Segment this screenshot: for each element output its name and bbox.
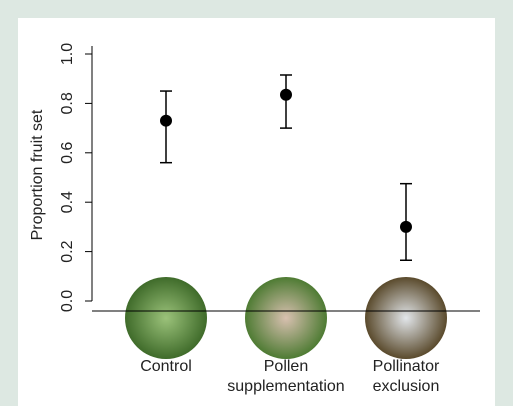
y-tick-label: 0.4 bbox=[59, 191, 76, 213]
point bbox=[280, 89, 292, 101]
y-axis-label: Proportion fruit set bbox=[29, 109, 46, 240]
photo bbox=[245, 277, 327, 359]
y-tick-label: 0.6 bbox=[59, 142, 76, 164]
y-tick-label: 0.0 bbox=[59, 290, 76, 312]
x-tick-label: Pollen supplementation bbox=[226, 357, 346, 397]
photo bbox=[365, 277, 447, 359]
x-tick-label: Pollinator exclusion bbox=[346, 357, 466, 397]
y-tick-label: 1.0 bbox=[59, 43, 76, 65]
point bbox=[160, 115, 172, 127]
page: Proportion fruit set 0.00.20.40.60.81.0 … bbox=[0, 0, 513, 406]
point bbox=[400, 221, 412, 233]
chart: Proportion fruit set 0.0 0.2 0.4 0.6 0.8 1.0 bbox=[0, 0, 513, 406]
y-tick-label: 0.2 bbox=[59, 240, 76, 262]
y-tick-label: 0.8 bbox=[59, 92, 76, 114]
photo bbox=[125, 277, 207, 359]
x-tick-label: Control bbox=[106, 357, 226, 377]
